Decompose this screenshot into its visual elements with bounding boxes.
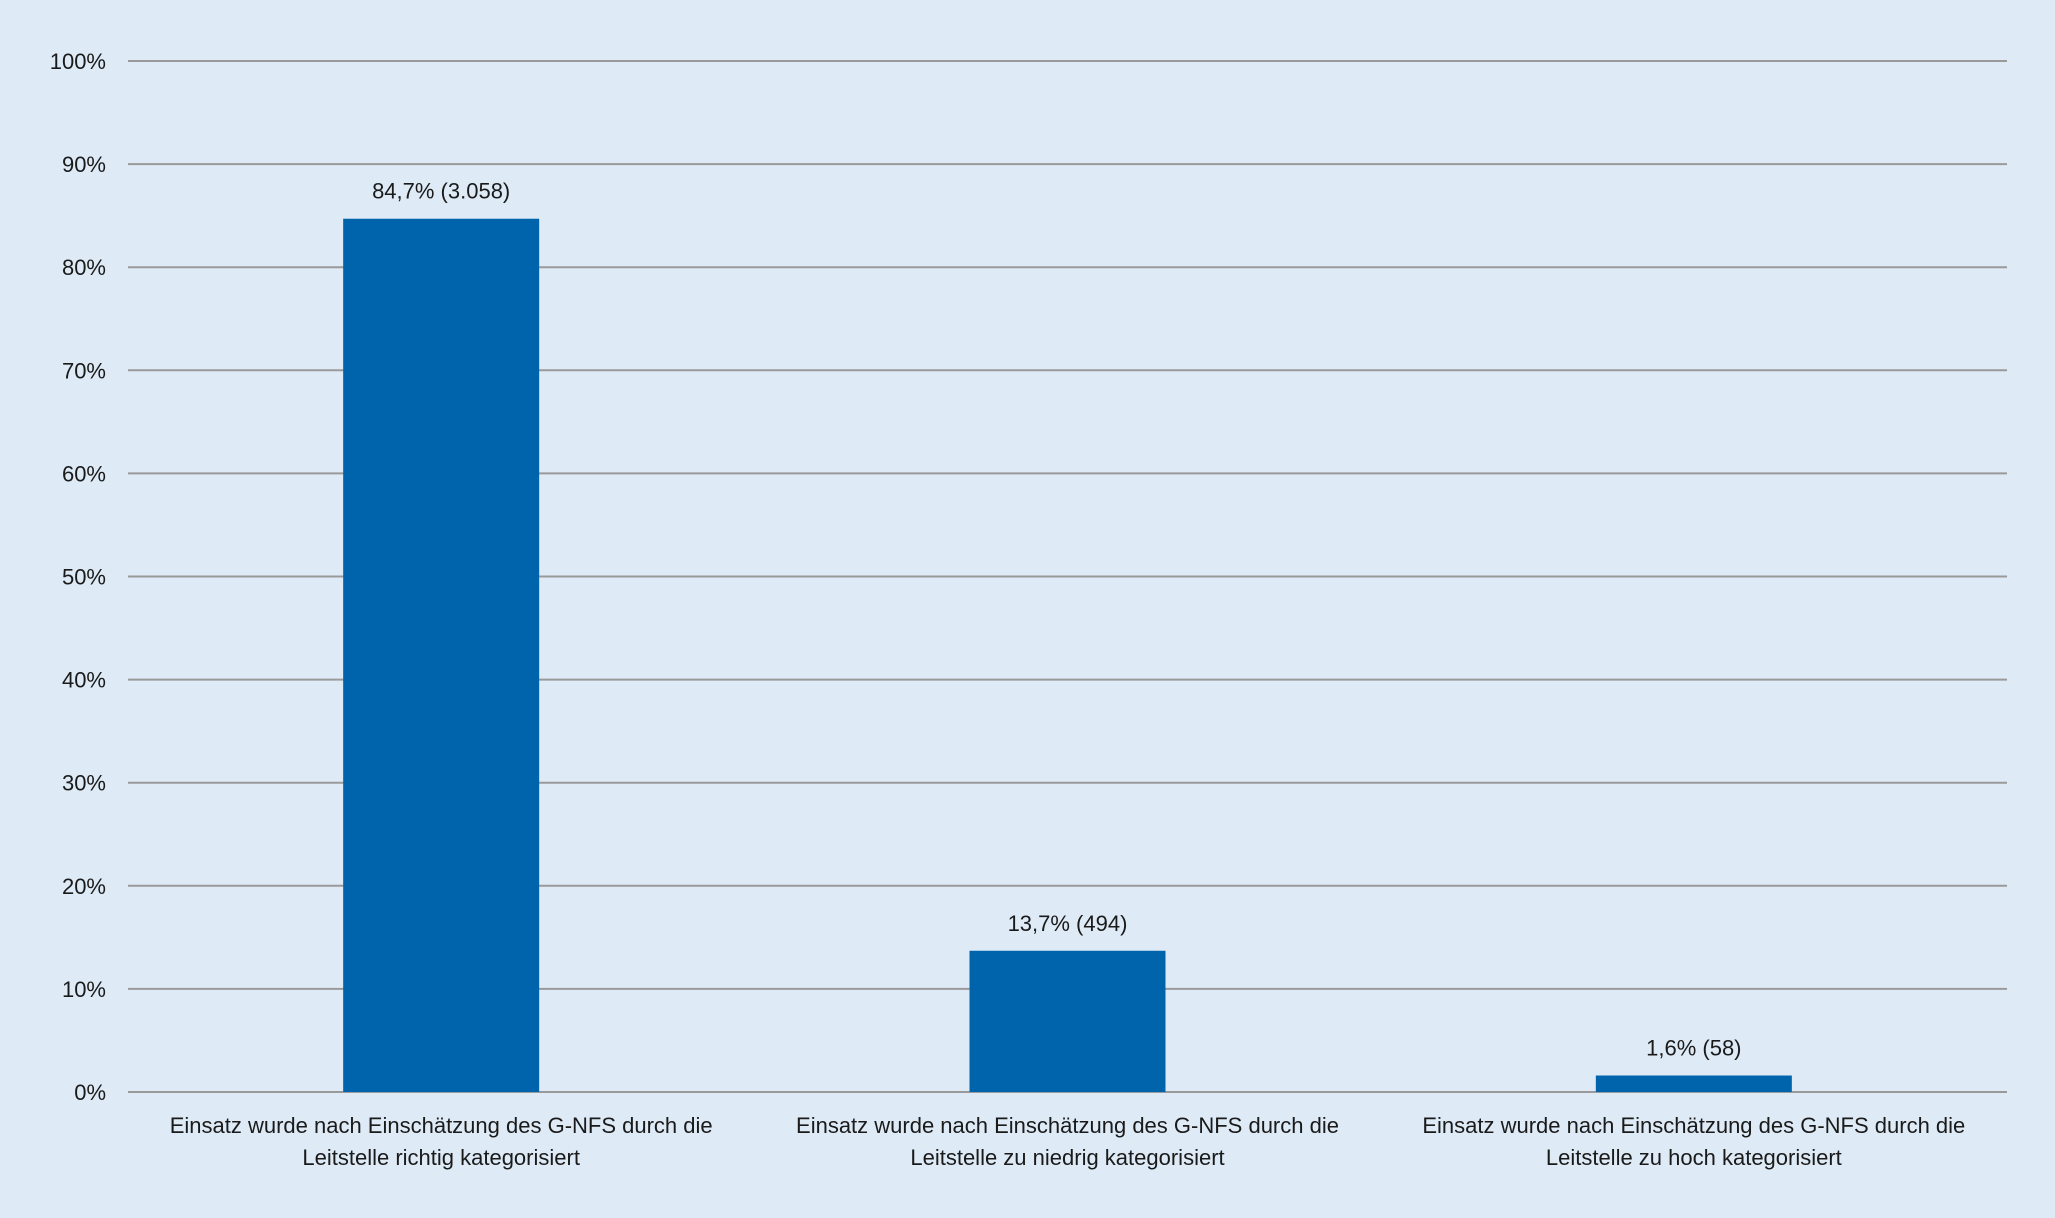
y-tick-label: 0% [74, 1080, 106, 1105]
category-label-line: Einsatz wurde nach Einschätzung des G-NF… [1422, 1113, 1965, 1138]
category-label-line: Leitstelle zu hoch kategorisiert [1546, 1145, 1842, 1170]
data-label-3: 1,6% (58) [1646, 1036, 1741, 1061]
y-tick-label: 100% [50, 49, 106, 74]
category-label-1: Einsatz wurde nach Einschätzung des G-NF… [170, 1113, 713, 1170]
data-labels: 84,7% (3.058) 13,7% (494) 1,6% (58) [372, 179, 1741, 1061]
y-tick-label: 10% [62, 977, 106, 1002]
y-tick-label: 20% [62, 874, 106, 899]
bar-1 [343, 218, 540, 1093]
y-tick-label: 30% [62, 771, 106, 796]
x-axis-category-labels: Einsatz wurde nach Einschätzung des G-NF… [170, 1113, 1966, 1170]
category-label-line: Einsatz wurde nach Einschätzung des G-NF… [796, 1113, 1339, 1138]
category-label-line: Leitstelle richtig kategorisiert [302, 1145, 580, 1170]
y-tick-label: 80% [62, 255, 106, 280]
y-tick-label: 50% [62, 565, 106, 590]
category-label-3: Einsatz wurde nach Einschätzung des G-NF… [1422, 1113, 1965, 1170]
y-tick-label: 90% [62, 152, 106, 177]
y-tick-label: 40% [62, 668, 106, 693]
bar-2 [969, 950, 1166, 1092]
y-axis-tick-labels: 0% 10% 20% 30% 40% 50% 60% 70% 80% 90% 100% [50, 49, 106, 1105]
data-label-1: 84,7% (3.058) [372, 179, 510, 204]
bar-3 [1595, 1075, 1792, 1092]
bars [343, 218, 1792, 1093]
y-tick-label: 70% [62, 358, 106, 383]
data-label-2: 13,7% (494) [1008, 911, 1128, 936]
category-label-line: Leitstelle zu niedrig kategorisiert [910, 1145, 1224, 1170]
y-tick-label: 60% [62, 461, 106, 486]
category-label-2: Einsatz wurde nach Einschätzung des G-NF… [796, 1113, 1339, 1170]
category-label-line: Einsatz wurde nach Einschätzung des G-NF… [170, 1113, 713, 1138]
